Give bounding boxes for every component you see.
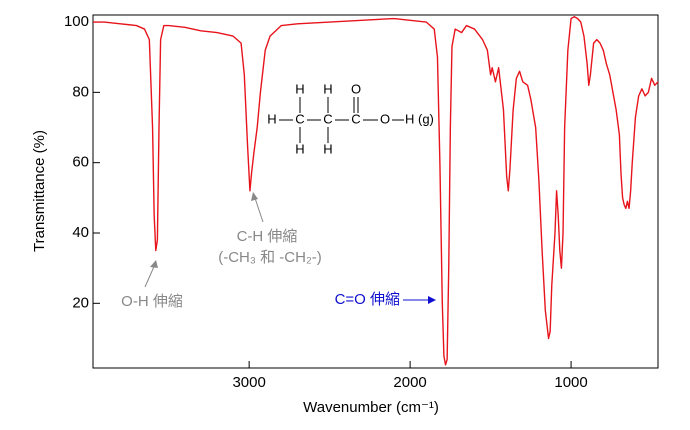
y-tick-label: 40 [72, 224, 89, 241]
y-tick-label: 80 [72, 83, 89, 100]
atom: O [351, 81, 361, 96]
x-tick-label: 3000 [232, 374, 265, 391]
y-tick-label: 60 [72, 154, 89, 171]
annotation: O-H 伸縮 [121, 293, 183, 310]
spectrum-line [93, 16, 659, 366]
x-tick-label: 1000 [554, 374, 587, 391]
arrowhead [428, 296, 436, 304]
atom: C [323, 111, 332, 126]
annotations: O-H 伸縮 C-H 伸縮 (-CH₃ 和 -CH₂-) C=O 伸縮 [121, 192, 436, 310]
plot-frame [92, 14, 659, 369]
atom: H [323, 141, 332, 156]
atom: H [295, 141, 304, 156]
atom: C [351, 111, 360, 126]
y-tick-label: 100 [64, 13, 89, 30]
atom: H [323, 81, 332, 96]
annotation: C=O 伸縮 [335, 291, 400, 308]
molecule: H C C C O H (g) H H O H H [267, 81, 434, 156]
x-axis-label: Wavenumber (cm⁻¹) [303, 399, 439, 416]
arrowhead [150, 260, 158, 268]
x-tick-label: 2000 [393, 374, 426, 391]
y-tick-label: 20 [72, 294, 89, 311]
arrowhead [251, 192, 258, 201]
atom: O [380, 111, 390, 126]
annotation: C-H 伸縮 [237, 228, 298, 245]
atom: H (g) [405, 111, 434, 126]
annotation: (-CH₃ 和 -CH₂-) [218, 249, 322, 266]
y-axis-label: Transmittance (%) [31, 130, 48, 252]
atom: H [267, 111, 276, 126]
atom: C [295, 111, 304, 126]
atom: H [295, 81, 304, 96]
